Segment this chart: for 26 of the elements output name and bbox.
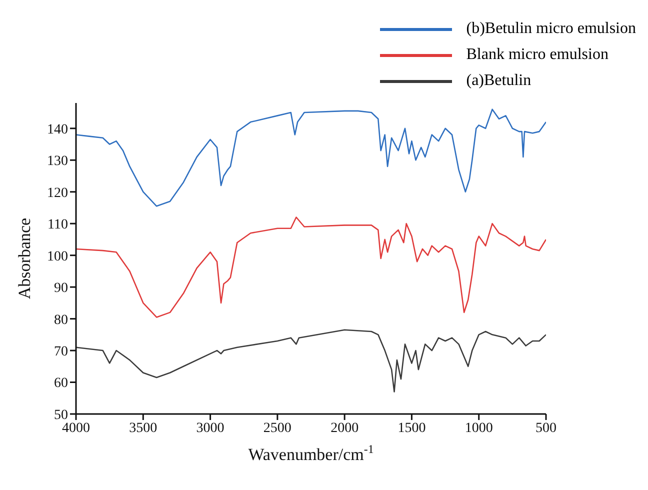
x-tick-label: 1000 [464,420,493,436]
y-tick-label: 140 [47,122,68,138]
x-tick-label: 3000 [196,420,224,436]
y-axis-title: Absorbance [15,218,34,300]
y-tick-label: 110 [48,218,68,233]
line-series [76,108,546,207]
legend-label: (a)Betulin [466,72,532,90]
x-tick-label: 4000 [62,420,90,436]
y-tick-label: 90 [54,281,68,296]
legend-label: Blank micro emulsion [466,46,608,64]
line-series [76,329,546,392]
x-tick-label: 3500 [129,420,158,436]
x-axis-title: Wavenumber/cm$^{-1}$ [248,442,374,464]
x-tick-label: 2500 [263,420,292,436]
y-tick-label: 80 [54,312,68,328]
y-tick-label: 100 [47,249,68,264]
line-series [76,216,546,318]
y-tick-label: 120 [47,186,68,201]
y-tick-label: 70 [54,344,68,360]
x-tick-label: 2000 [330,420,359,436]
y-tick-label: 130 [47,154,68,170]
y-tick-label: 50 [54,408,68,423]
legend-label: (b)Betulin micro emulsion [466,20,636,38]
y-tick-label: 60 [54,376,68,392]
x-tick-label: 500 [536,420,556,436]
x-tick-label: 1500 [398,420,426,436]
